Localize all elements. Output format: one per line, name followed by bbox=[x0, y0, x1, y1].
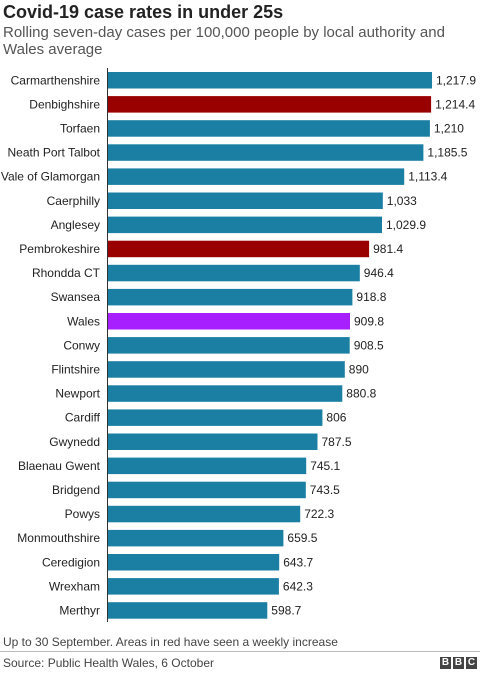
value-label: 1,029.9 bbox=[386, 218, 426, 232]
bar bbox=[108, 602, 268, 619]
bar bbox=[108, 96, 432, 113]
value-label: 909.8 bbox=[354, 314, 384, 328]
category-label: Blaenau Gwent bbox=[18, 459, 101, 473]
bar-chart: Carmarthenshire 1,217.9 Denbighshire 1,214.… bbox=[1, 68, 476, 622]
chart-footnote: Up to 30 September. Areas in red have se… bbox=[3, 635, 338, 649]
category-label: Swansea bbox=[51, 290, 101, 304]
bar bbox=[108, 288, 353, 306]
bar bbox=[108, 240, 370, 258]
bar bbox=[108, 72, 432, 89]
value-label: 1,210 bbox=[434, 122, 464, 136]
category-label: Torfaen bbox=[60, 122, 100, 136]
value-label: 745.1 bbox=[310, 459, 340, 473]
footer-divider bbox=[0, 651, 480, 652]
bar bbox=[108, 192, 383, 209]
category-label: Merthyr bbox=[59, 604, 100, 618]
bar bbox=[108, 554, 280, 571]
category-label: Anglesey bbox=[51, 218, 100, 232]
value-label: 1,033 bbox=[387, 194, 417, 208]
value-label: 918.8 bbox=[356, 290, 386, 304]
value-label: 1,217.9 bbox=[436, 73, 476, 87]
bar bbox=[108, 529, 284, 547]
bar bbox=[108, 433, 318, 450]
category-label: Wales bbox=[67, 314, 100, 328]
value-label: 806 bbox=[326, 411, 346, 425]
category-label: Conwy bbox=[63, 338, 100, 352]
bar bbox=[108, 216, 382, 234]
category-label: Gwynedd bbox=[49, 435, 100, 449]
category-label: Monmouthshire bbox=[17, 531, 100, 545]
category-label: Pembrokeshire bbox=[19, 242, 100, 256]
chart-title: Covid-19 case rates in under 25s bbox=[3, 2, 284, 22]
value-label: 722.3 bbox=[304, 507, 334, 521]
value-label: 1,185.5 bbox=[427, 146, 467, 160]
bar bbox=[108, 120, 430, 137]
value-label: 1,113.4 bbox=[408, 170, 447, 184]
value-label: 908.5 bbox=[354, 338, 384, 352]
value-label: 787.5 bbox=[322, 435, 352, 449]
category-label: Vale of Glamorgan bbox=[1, 170, 100, 184]
bar bbox=[108, 457, 307, 475]
bar bbox=[108, 337, 350, 354]
category-label: Powys bbox=[65, 507, 100, 521]
bar bbox=[108, 313, 350, 330]
bar bbox=[108, 481, 306, 499]
value-label: 981.4 bbox=[373, 242, 403, 256]
bar bbox=[108, 385, 343, 402]
category-label: Carmarthenshire bbox=[11, 73, 101, 87]
bar bbox=[108, 264, 360, 282]
value-label: 598.7 bbox=[271, 604, 301, 618]
bar bbox=[108, 168, 405, 185]
bbc-logo-letter: B bbox=[453, 657, 464, 669]
category-label: Bridgend bbox=[52, 483, 100, 497]
value-label: 642.3 bbox=[283, 579, 313, 593]
category-label: Wrexham bbox=[49, 579, 100, 593]
category-label: Ceredigion bbox=[42, 555, 100, 569]
bbc-logo: B B C bbox=[440, 657, 477, 669]
value-label: 1,214.4 bbox=[435, 97, 475, 111]
bar bbox=[108, 144, 424, 161]
chart-subtitle: Rolling seven-day cases per 100,000 peop… bbox=[3, 24, 445, 58]
category-label: Newport bbox=[55, 387, 100, 401]
category-label: Rhondda CT bbox=[32, 266, 101, 280]
value-label: 880.8 bbox=[346, 387, 376, 401]
chart-source: Source: Public Health Wales, 6 October bbox=[3, 656, 214, 670]
category-label: Caerphilly bbox=[47, 194, 100, 208]
category-label: Flintshire bbox=[51, 363, 100, 377]
value-label: 743.5 bbox=[310, 483, 340, 497]
bbc-logo-letter: B bbox=[440, 657, 451, 669]
bar bbox=[108, 505, 301, 523]
category-label: Cardiff bbox=[65, 411, 101, 425]
value-label: 946.4 bbox=[364, 266, 394, 280]
bar bbox=[108, 361, 345, 378]
bar bbox=[108, 409, 323, 426]
category-label: Neath Port Talbot bbox=[7, 146, 100, 160]
bbc-logo-letter: C bbox=[466, 657, 477, 669]
category-label: Denbighshire bbox=[29, 97, 100, 111]
value-label: 890 bbox=[349, 363, 369, 377]
value-label: 643.7 bbox=[283, 555, 313, 569]
bar bbox=[108, 578, 279, 595]
value-label: 659.5 bbox=[287, 531, 317, 545]
